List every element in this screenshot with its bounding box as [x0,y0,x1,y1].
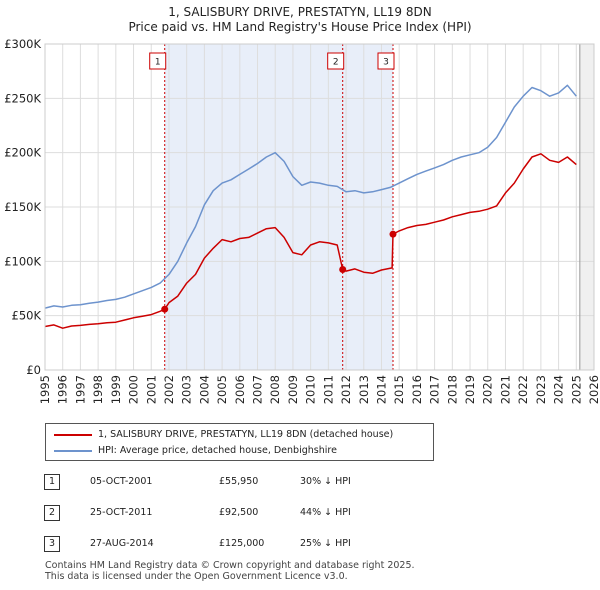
x-tick-label: 2025 [569,375,583,404]
y-tick-label: £150K [4,200,41,214]
footer: Contains HM Land Registry data © Crown c… [45,560,415,582]
plot-frame [44,43,595,371]
x-tick-label: 2019 [463,375,477,404]
x-tick-label: 2015 [392,375,406,404]
transaction-price: £92,500 [219,507,259,518]
legend-label-hpi: HPI: Average price, detached house, Denb… [98,445,337,456]
x-tick-label: 2017 [428,375,442,404]
table-row: 1 05-OCT-2001 £55,950 30% ↓ HPI [44,472,444,494]
x-tick-label: 2007 [251,375,265,404]
y-tick-label: £250K [4,91,41,105]
legend: 1, SALISBURY DRIVE, PRESTATYN, LL19 8DN … [45,423,434,461]
footer-copyright: Contains HM Land Registry data © Crown c… [45,560,415,571]
x-tick-label: 2005 [215,375,229,404]
chart-subtitle: Price paid vs. HM Land Registry's House … [128,20,471,34]
legend-swatch-property [54,434,92,436]
x-tick-label: 1998 [91,375,105,404]
x-tick-label: 2000 [127,375,141,404]
transaction-price: £55,950 [219,476,259,487]
x-tick-label: 2013 [357,375,371,404]
table-row: 2 25-OCT-2011 £92,500 44% ↓ HPI [44,503,444,525]
sale-badge-label: 2 [333,58,339,68]
transaction-date: 25-OCT-2011 [90,507,153,518]
x-tick-label: 2020 [481,375,495,404]
footer-licence: This data is licensed under the Open Gov… [45,571,348,582]
y-tick-label: £100K [4,254,41,268]
transaction-date: 05-OCT-2001 [90,476,153,487]
chart-title: 1, SALISBURY DRIVE, PRESTATYN, LL19 8DN [168,5,431,19]
x-tick-label: 2012 [339,375,353,404]
x-tick-label: 2010 [304,375,318,404]
sale-badge-label: 3 [383,58,389,68]
transaction-number: 3 [44,536,60,552]
series-line-hpi [44,84,577,309]
y-tick-label: £50K [12,309,42,323]
x-tick-label: 2003 [180,375,194,404]
x-tick-label: 2026 [587,375,600,404]
sale-badge-label: 1 [155,58,161,68]
x-tick-label: 2004 [197,375,211,404]
transaction-hpi: 25% ↓ HPI [300,538,351,549]
x-tick-label: 2014 [374,375,388,404]
y-tick-label: £0 [26,363,41,377]
series-line-property [44,153,577,329]
sale-badge [377,52,395,70]
x-tick-label: 1997 [73,375,87,404]
transaction-hpi: 44% ↓ HPI [300,507,351,518]
x-tick-label: 2011 [321,375,335,404]
sale-point [339,265,347,273]
sale-badge [327,52,345,70]
x-tick-label: 2023 [534,375,548,404]
x-tick-label: 2006 [233,375,247,404]
x-tick-label: 2021 [498,375,512,404]
legend-swatch-hpi [54,450,92,452]
x-tick-label: 2018 [445,375,459,404]
x-tick-label: 1999 [109,375,123,404]
plot-area: 1 2 3 £0 £50K £100K £150K £200K £250K £300K 1995 19… [4,37,600,404]
sale-point [161,305,169,313]
x-tick-label: 2024 [552,375,566,404]
y-tick-label: £300K [4,37,41,51]
legend-label-property: 1, SALISBURY DRIVE, PRESTATYN, LL19 8DN … [98,429,394,440]
transaction-price: £125,000 [219,538,265,549]
sale-badge [149,52,167,70]
x-tick-label: 2002 [162,375,176,404]
transaction-date: 27-AUG-2014 [90,538,154,549]
sale-point [389,230,397,238]
x-tick-label: 2008 [268,375,282,404]
transaction-number: 2 [44,505,60,521]
x-tick-label: 2009 [286,375,300,404]
y-tick-label: £200K [4,146,41,160]
x-tick-label: 1995 [38,375,52,404]
x-tick-label: 2001 [144,375,158,404]
x-tick-label: 2022 [516,375,530,404]
transaction-number: 1 [44,474,60,490]
transaction-hpi: 30% ↓ HPI [300,476,351,487]
table-row: 3 27-AUG-2014 £125,000 25% ↓ HPI [44,534,444,556]
x-tick-label: 2016 [410,375,424,404]
x-tick-label: 1996 [56,375,70,404]
